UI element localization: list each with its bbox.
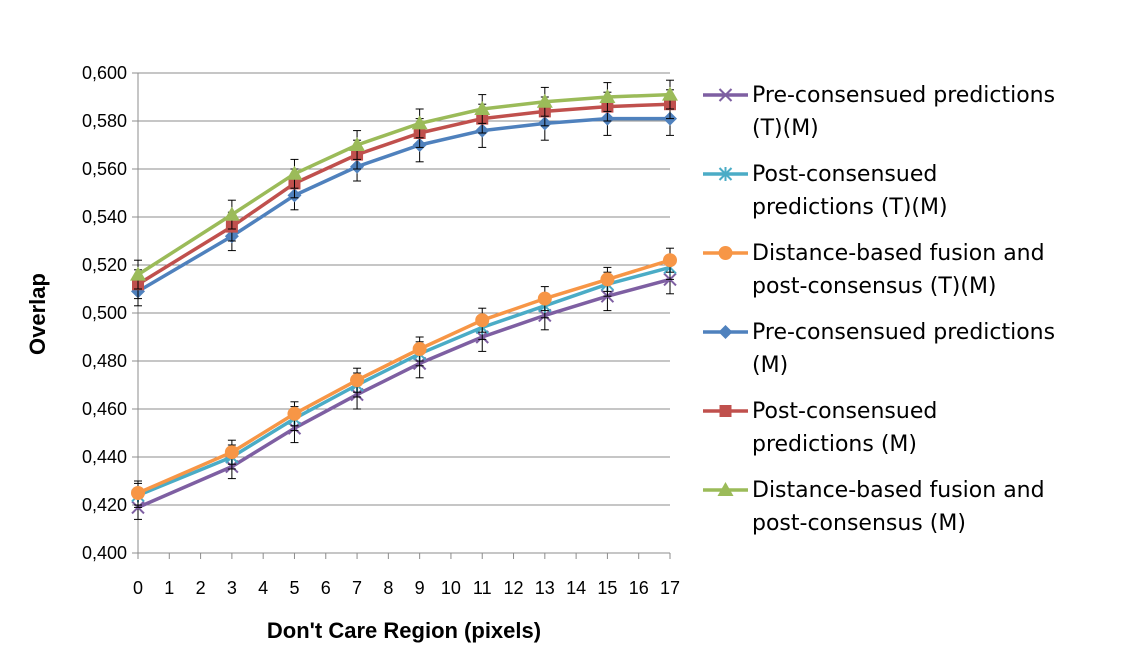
legend-label: (T)(M) <box>752 116 819 141</box>
legend-swatch-marker <box>719 405 732 417</box>
x-tick-label: 17 <box>660 578 680 598</box>
data-point <box>350 373 365 388</box>
x-axis-label: Don't Care Region (pixels) <box>267 618 541 643</box>
legend-label: Post-consensued <box>752 162 937 187</box>
y-tick-label: 0,480 <box>82 351 127 371</box>
series-layer <box>130 79 678 520</box>
series-3 <box>131 247 677 506</box>
legend-item-1: Pre-consensued predictions (T)(M) <box>703 83 1055 141</box>
legend-label: Distance-based fusion and <box>752 478 1045 503</box>
data-point <box>663 253 677 268</box>
data-point <box>475 313 490 328</box>
y-tick-label: 0,520 <box>82 255 127 275</box>
legend-item-4: Pre-consensued predictions (M) <box>703 320 1055 378</box>
x-tick-label: 13 <box>535 578 555 598</box>
legend-item-5: Post-consensued predictions (M) <box>703 399 937 457</box>
data-point <box>286 165 303 180</box>
legend-swatch-marker <box>718 167 733 181</box>
data-point <box>536 93 553 108</box>
legend-label: post-consensus (M) <box>752 511 966 536</box>
legend-swatch-marker <box>717 482 734 496</box>
legend: Pre-consensued predictions (T)(M) Post-con… <box>703 83 1055 536</box>
series-line <box>137 277 671 510</box>
legend-swatch-marker <box>718 88 733 102</box>
axes <box>132 72 671 559</box>
x-tick-label: 10 <box>441 578 461 598</box>
x-tick-label: 16 <box>629 578 649 598</box>
legend-label: Pre-consensued predictions <box>752 83 1055 108</box>
data-point <box>537 291 552 306</box>
data-point <box>412 342 427 356</box>
y-tick-label: 0,580 <box>82 111 127 131</box>
legend-swatch-marker <box>718 325 733 339</box>
x-tick-label: 8 <box>383 578 393 598</box>
series-1 <box>131 264 677 520</box>
legend-item-6: Distance-based fusion and post-consensus … <box>703 478 1045 536</box>
y-tick-label: 0,460 <box>82 399 127 419</box>
x-tick-label: 2 <box>196 578 206 598</box>
data-point <box>223 206 240 221</box>
data-point <box>224 445 239 460</box>
data-point <box>599 89 616 103</box>
legend-label: post-consensus (T)(M) <box>752 274 997 299</box>
y-axis-label: Overlap <box>25 273 50 355</box>
data-point <box>349 137 366 151</box>
x-tick-label: 9 <box>415 578 425 598</box>
legend-label: Pre-consensued predictions <box>752 320 1055 345</box>
series-line <box>137 102 671 286</box>
data-point <box>131 486 145 500</box>
x-tick-label: 0 <box>133 578 143 598</box>
legend-item-3: Distance-based fusion and post-consensus … <box>703 241 1045 299</box>
legend-item-2: Post-consensued predictions (T)(M) <box>703 162 948 220</box>
legend-label: (M) <box>752 353 788 378</box>
x-tick-label: 7 <box>352 578 362 598</box>
x-tick-label: 6 <box>321 578 331 598</box>
legend-label: Post-consensued <box>752 399 937 424</box>
data-point <box>411 115 428 130</box>
y-tick-label: 0,420 <box>82 495 127 515</box>
data-point <box>287 406 302 421</box>
x-tick-label: 14 <box>566 578 586 598</box>
series-line <box>137 258 671 495</box>
series-2 <box>131 254 677 508</box>
x-tick-label: 15 <box>597 578 617 598</box>
legend-label: predictions (T)(M) <box>752 195 948 220</box>
legend-swatch-marker <box>718 246 733 260</box>
y-tick-label: 0,560 <box>82 159 127 179</box>
series-4 <box>131 101 677 307</box>
series-6 <box>130 79 678 290</box>
y-tick-label: 0,400 <box>82 543 127 563</box>
data-point <box>662 86 678 101</box>
data-point <box>474 101 491 115</box>
y-tick-label: 0,540 <box>82 207 127 227</box>
x-tick-label: 3 <box>227 578 237 598</box>
x-tick-label: 4 <box>258 578 268 598</box>
data-point <box>600 272 615 287</box>
tick-labels: 0,400 0,420 0,440 0,460 0,480 0,500 0,520 0,540… <box>82 63 680 598</box>
data-point <box>130 266 146 281</box>
x-tick-label: 5 <box>289 578 299 598</box>
legend-label: predictions (M) <box>752 432 917 457</box>
y-tick-label: 0,600 <box>82 63 127 83</box>
x-tick-label: 12 <box>504 578 524 598</box>
legend-label: Distance-based fusion and <box>752 241 1045 266</box>
x-tick-label: 1 <box>164 578 174 598</box>
x-tick-label: 11 <box>473 578 492 598</box>
y-tick-label: 0,500 <box>82 303 127 323</box>
y-tick-label: 0,440 <box>82 447 127 467</box>
